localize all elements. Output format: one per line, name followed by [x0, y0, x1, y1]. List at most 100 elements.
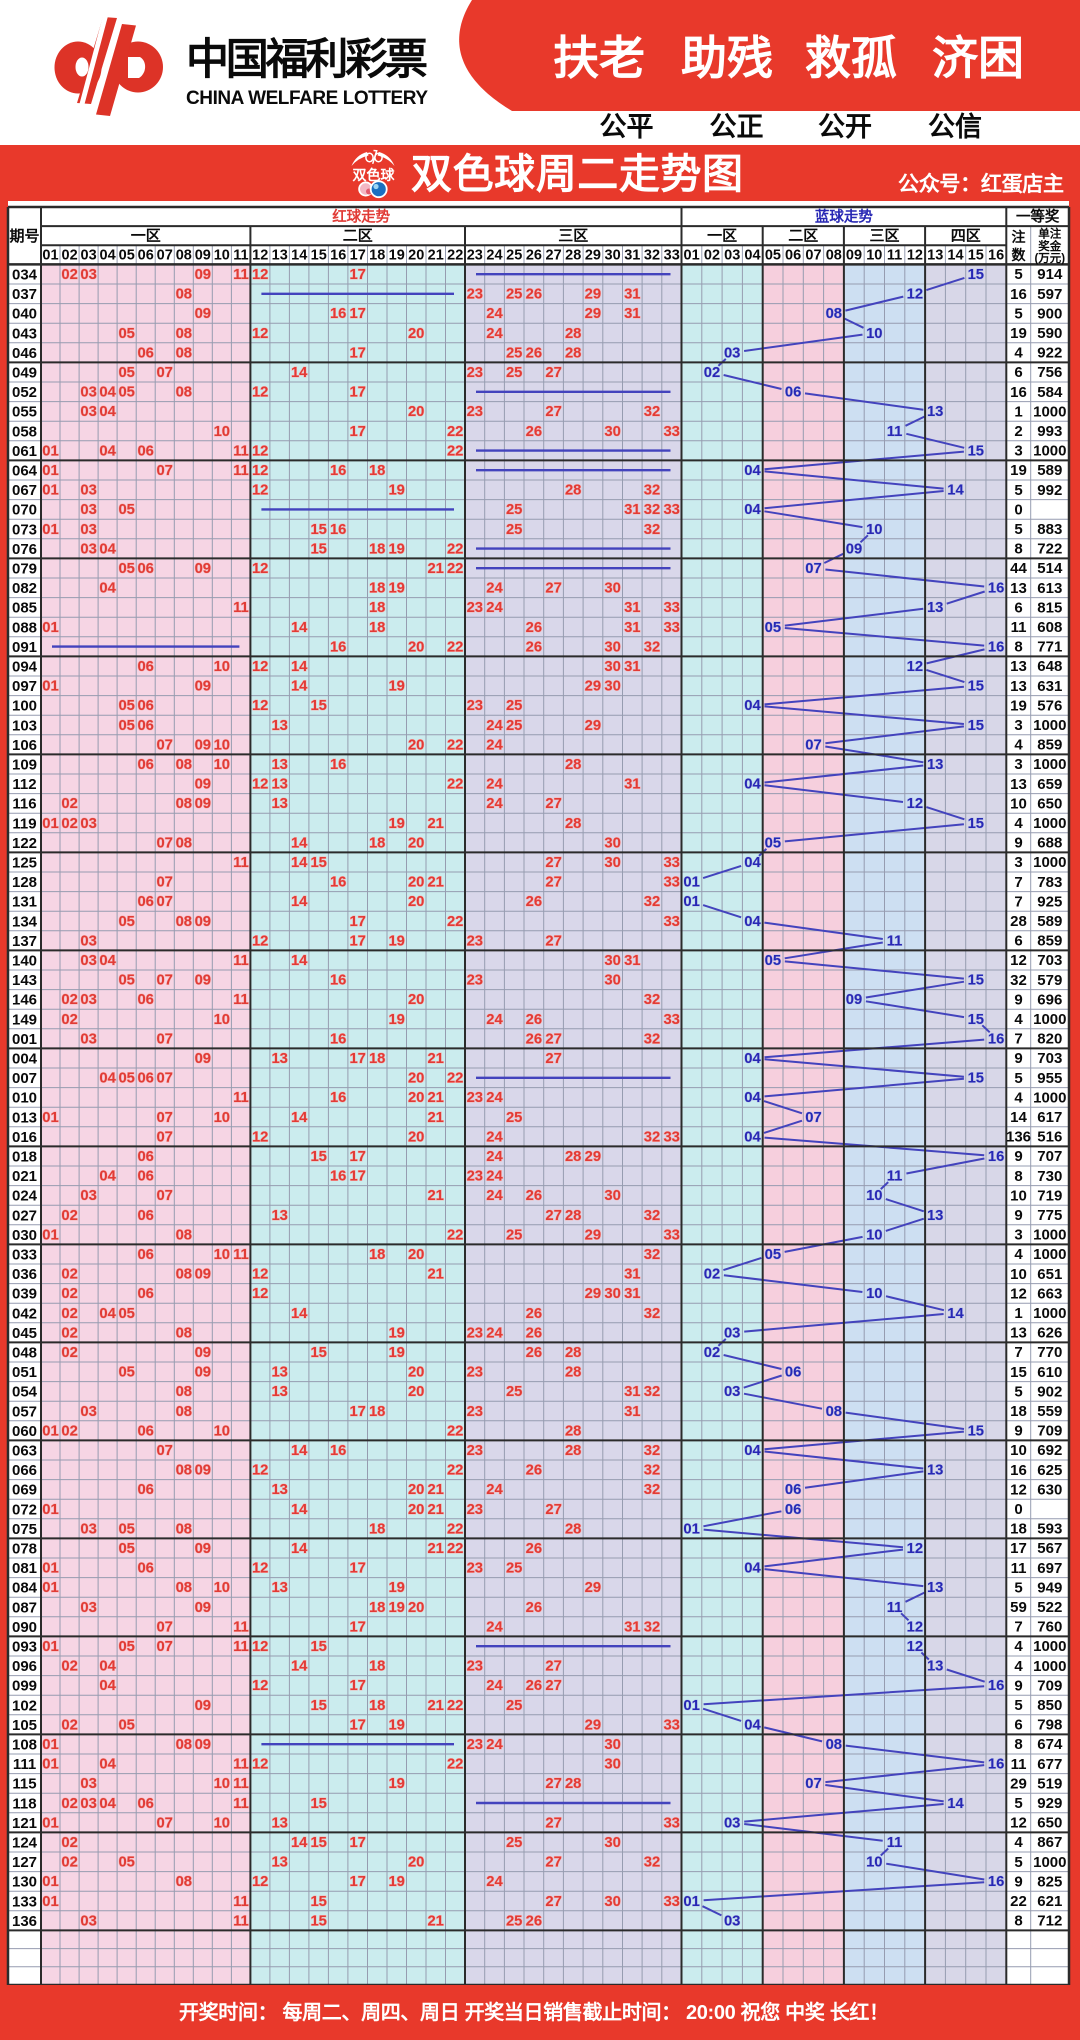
svg-text:12: 12 — [1010, 1481, 1027, 1498]
svg-text:04: 04 — [744, 502, 761, 518]
svg-text:21: 21 — [427, 875, 443, 891]
svg-text:27: 27 — [545, 1031, 561, 1047]
svg-text:18: 18 — [369, 835, 385, 851]
svg-text:25: 25 — [506, 365, 522, 381]
svg-text:33: 33 — [663, 875, 679, 891]
svg-text:775: 775 — [1037, 1207, 1062, 1224]
svg-text:09: 09 — [195, 1267, 211, 1283]
svg-text:15: 15 — [968, 1071, 984, 1087]
svg-text:13: 13 — [271, 1580, 287, 1596]
svg-text:08: 08 — [176, 248, 192, 264]
svg-text:23: 23 — [467, 600, 483, 616]
svg-text:18: 18 — [369, 1247, 385, 1263]
svg-text:134: 134 — [12, 913, 38, 930]
svg-text:25: 25 — [506, 1698, 522, 1714]
svg-text:06: 06 — [137, 1286, 153, 1302]
svg-text:12: 12 — [252, 248, 268, 264]
svg-text:17: 17 — [349, 267, 365, 283]
svg-text:03: 03 — [80, 502, 96, 518]
svg-text:20: 20 — [408, 835, 424, 851]
svg-text:24: 24 — [486, 718, 503, 734]
svg-text:27: 27 — [546, 248, 562, 264]
svg-text:955: 955 — [1037, 1070, 1062, 1087]
svg-text:红球走势: 红球走势 — [332, 208, 390, 226]
svg-text:33: 33 — [663, 914, 679, 930]
svg-text:14: 14 — [291, 248, 307, 264]
svg-text:25: 25 — [506, 1913, 522, 1929]
svg-text:13: 13 — [271, 1815, 287, 1831]
svg-text:05: 05 — [118, 502, 134, 518]
svg-text:4: 4 — [1014, 1658, 1023, 1675]
svg-text:8: 8 — [1014, 1736, 1022, 1753]
svg-text:16: 16 — [330, 639, 346, 655]
svg-text:14: 14 — [291, 659, 308, 675]
svg-text:03: 03 — [724, 1325, 740, 1341]
svg-text:32: 32 — [644, 1384, 660, 1400]
svg-text:01: 01 — [42, 1894, 58, 1910]
svg-text:31: 31 — [624, 502, 640, 518]
svg-text:26: 26 — [526, 1012, 542, 1028]
svg-text:01: 01 — [42, 1580, 58, 1596]
svg-text:05: 05 — [118, 1639, 134, 1655]
svg-text:01: 01 — [42, 1423, 58, 1439]
svg-text:584: 584 — [1037, 384, 1063, 401]
svg-text:25: 25 — [506, 718, 522, 734]
svg-text:18: 18 — [369, 1659, 385, 1675]
svg-text:08: 08 — [176, 1521, 192, 1537]
svg-text:20: 20 — [408, 992, 424, 1008]
svg-text:05: 05 — [118, 914, 134, 930]
svg-text:08: 08 — [176, 345, 192, 361]
svg-text:070: 070 — [12, 502, 37, 519]
svg-text:19: 19 — [1010, 697, 1027, 714]
svg-text:15: 15 — [310, 1894, 326, 1910]
svg-text:4: 4 — [1014, 1011, 1023, 1028]
svg-text:29: 29 — [585, 718, 601, 734]
svg-text:25: 25 — [506, 1110, 522, 1126]
svg-text:12: 12 — [907, 248, 923, 264]
svg-text:12: 12 — [252, 267, 268, 283]
svg-text:22: 22 — [447, 1757, 463, 1773]
svg-text:5: 5 — [1014, 1579, 1022, 1596]
svg-text:12: 12 — [907, 1639, 923, 1655]
svg-text:027: 027 — [12, 1207, 37, 1224]
svg-text:06: 06 — [137, 1071, 153, 1087]
svg-text:7: 7 — [1014, 1344, 1022, 1361]
svg-text:26: 26 — [526, 1325, 542, 1341]
svg-text:29: 29 — [585, 248, 601, 264]
svg-text:069: 069 — [12, 1482, 37, 1499]
svg-text:08: 08 — [176, 1580, 192, 1596]
svg-text:26: 26 — [526, 1306, 542, 1322]
svg-text:567: 567 — [1037, 1540, 1062, 1557]
svg-text:11: 11 — [233, 855, 249, 871]
svg-text:10: 10 — [214, 1110, 230, 1126]
svg-text:22: 22 — [447, 248, 463, 264]
svg-text:067: 067 — [12, 482, 37, 499]
svg-text:14: 14 — [291, 1443, 308, 1459]
svg-text:118: 118 — [12, 1795, 36, 1812]
svg-text:08: 08 — [826, 1737, 842, 1753]
svg-text:10: 10 — [866, 522, 882, 538]
svg-text:07: 07 — [805, 1776, 821, 1792]
svg-text:32: 32 — [644, 894, 660, 910]
svg-text:22: 22 — [447, 737, 463, 753]
svg-text:11: 11 — [233, 953, 249, 969]
svg-text:039: 039 — [12, 1286, 37, 1303]
svg-text:27: 27 — [545, 933, 561, 949]
svg-text:133: 133 — [12, 1893, 37, 1910]
svg-text:0: 0 — [1014, 1501, 1022, 1518]
svg-text:29: 29 — [585, 679, 601, 695]
svg-text:073: 073 — [12, 521, 37, 538]
svg-text:7: 7 — [1014, 874, 1022, 891]
svg-text:33: 33 — [663, 600, 679, 616]
svg-text:4: 4 — [1014, 1638, 1023, 1655]
svg-text:21: 21 — [427, 816, 443, 832]
svg-text:05: 05 — [765, 1247, 781, 1263]
svg-text:081: 081 — [12, 1560, 37, 1577]
svg-text:052: 052 — [12, 384, 37, 401]
svg-text:31: 31 — [624, 1267, 640, 1283]
svg-text:05: 05 — [765, 835, 781, 851]
svg-text:01: 01 — [42, 1561, 58, 1577]
svg-text:1000: 1000 — [1033, 403, 1066, 420]
svg-text:32: 32 — [644, 502, 660, 518]
svg-text:4: 4 — [1014, 345, 1023, 362]
